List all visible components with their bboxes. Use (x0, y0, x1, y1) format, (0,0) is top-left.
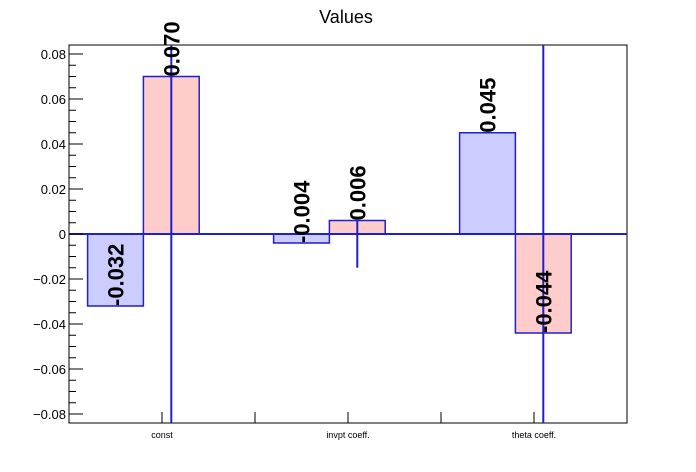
data-label: 0.045 (476, 78, 501, 133)
y-tick-label: −0.04 (33, 317, 66, 332)
y-tick-label: −0.08 (33, 407, 66, 422)
y-tick-label: 0.08 (41, 47, 66, 62)
y-tick-label: 0.04 (41, 137, 66, 152)
y-tick-label: −0.06 (33, 362, 66, 377)
y-tick-label: 0 (59, 227, 66, 242)
y-tick-label: 0.02 (41, 182, 66, 197)
data-label: 0.006 (345, 165, 370, 220)
x-category-label: theta coeff. (512, 430, 556, 440)
y-tick-label: 0.06 (41, 92, 66, 107)
x-category-label: const (151, 430, 173, 440)
data-label: 0.070 (159, 21, 184, 76)
x-category-label: invpt coeff. (326, 430, 369, 440)
y-tick-label: −0.02 (33, 272, 66, 287)
chart-title: Values (319, 7, 373, 27)
data-label: -0.004 (290, 180, 315, 243)
bar (458, 132, 517, 235)
data-label: -0.032 (104, 244, 129, 306)
data-label: -0.044 (531, 270, 556, 333)
